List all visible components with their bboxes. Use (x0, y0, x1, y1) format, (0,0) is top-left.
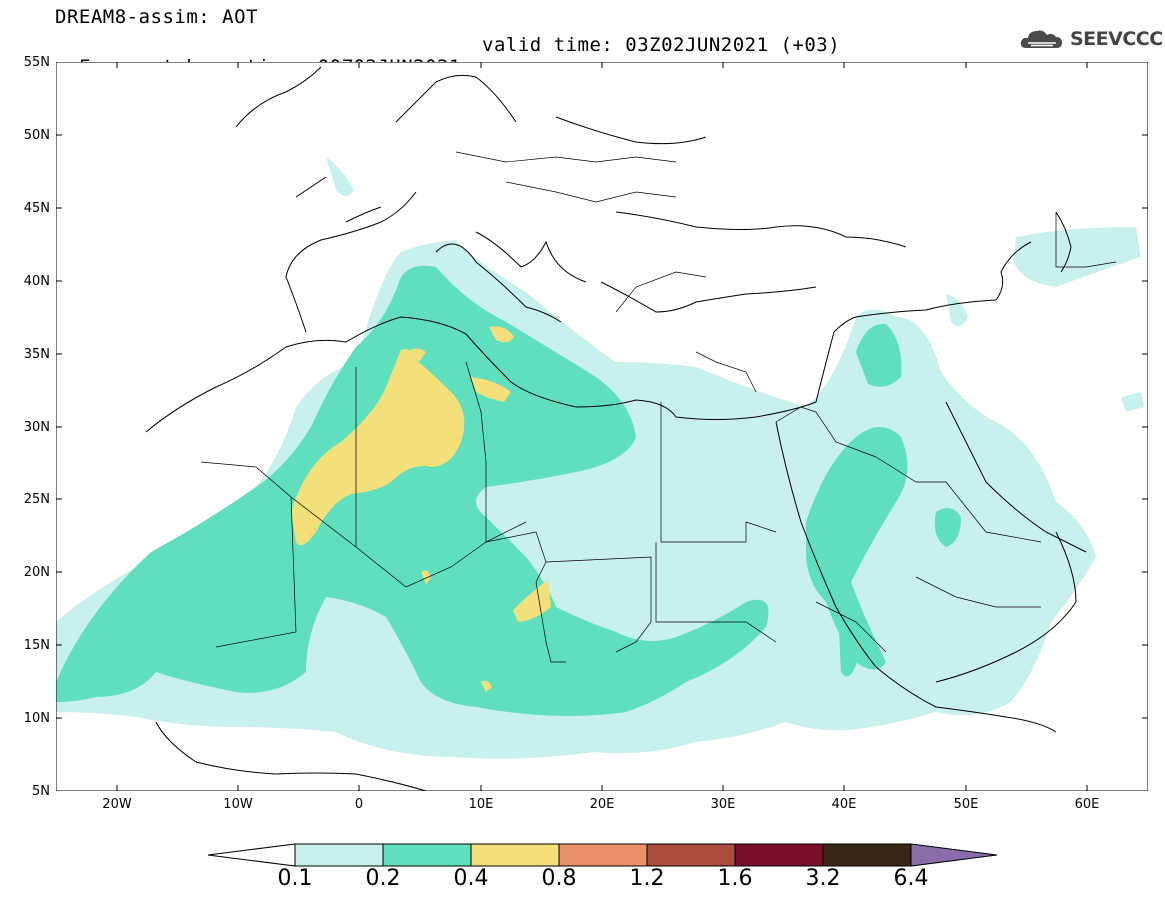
lon-label: 60E (1074, 797, 1100, 812)
lat-label: 25N (23, 492, 50, 507)
lat-label: 20N (23, 565, 50, 580)
lon-label: 10E (468, 797, 494, 812)
colorbar-segment (822, 843, 912, 867)
lat-label: 35N (23, 347, 50, 362)
logo-text: SEEVCCC (1070, 28, 1163, 50)
colorbar-label: 1.6 (717, 866, 753, 891)
colorbar-label: 1.2 (629, 866, 665, 891)
lat-label: 15N (23, 638, 50, 653)
lat-label: 10N (23, 711, 50, 726)
lat-label: 50N (23, 128, 50, 143)
lon-label: 20E (589, 797, 615, 812)
colorbar-segment (646, 843, 736, 867)
aot-band-0-4-0-8 (291, 326, 551, 692)
lon-label: 30E (710, 797, 736, 812)
aot-colorbar (207, 843, 998, 867)
colorbar-label: 3.2 (805, 866, 841, 891)
colorbar-label: 0.1 (277, 866, 313, 891)
lon-label: 50E (953, 797, 979, 812)
lon-label: 0 (354, 797, 364, 812)
colorbar-segment (910, 843, 998, 867)
lat-label: 30N (23, 420, 50, 435)
colorbar-segment (207, 843, 296, 867)
lat-label: 40N (23, 274, 50, 289)
colorbar-label: 0.8 (541, 866, 577, 891)
lat-label: 45N (23, 201, 50, 216)
map-title: DREAM8-assim: AOT (55, 6, 258, 28)
coastlines (145, 66, 1087, 791)
colorbar-label: 6.4 (893, 866, 929, 891)
aot-band-0-1-0-2 (56, 157, 1144, 759)
valid-time: valid time: 03Z02JUN2021 (+03) (482, 34, 841, 56)
colorbar-label: 0.4 (453, 866, 489, 891)
cloud-logo-icon (1020, 30, 1062, 48)
colorbar-segment (558, 843, 648, 867)
lat-label: 55N (23, 55, 50, 70)
axis-ticks (56, 62, 1148, 791)
seevccc-logo: SEEVCCC (1018, 24, 1163, 54)
lon-label: 40E (831, 797, 857, 812)
lat-label: 5N (32, 784, 50, 799)
lon-label: 20W (102, 797, 132, 812)
colorbar-segment (294, 843, 384, 867)
colorbar-segment (470, 843, 560, 867)
aot-map (56, 62, 1148, 791)
colorbar-segment (382, 843, 472, 867)
colorbar-label: 0.2 (365, 866, 401, 891)
colorbar-segment (734, 843, 824, 867)
aot-band-0-2-0-4 (56, 265, 961, 716)
lon-label: 10W (223, 797, 253, 812)
borders (200, 151, 1117, 663)
